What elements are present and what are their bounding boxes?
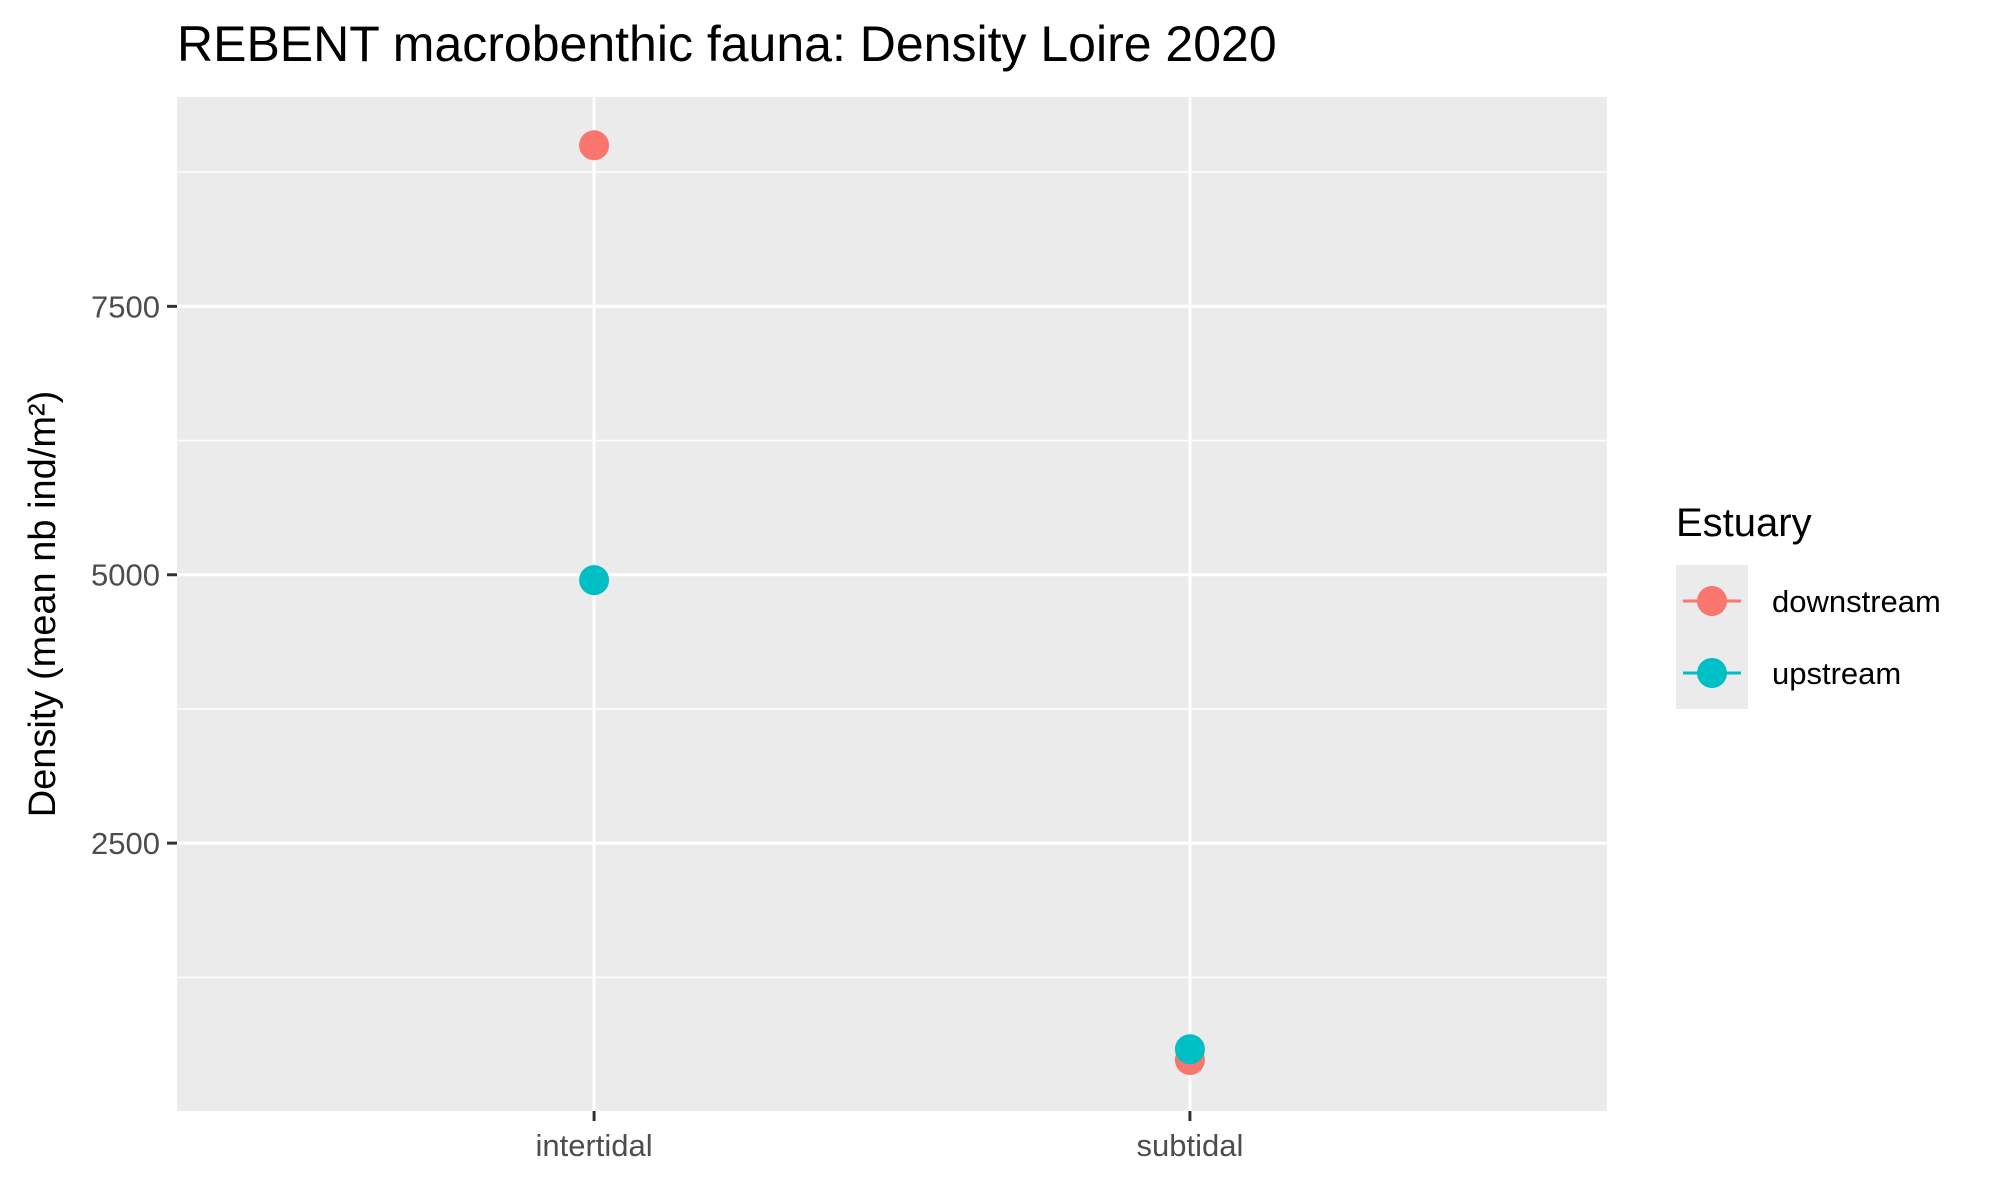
x-tick-label: subtidal	[1136, 1128, 1243, 1163]
legend-key-point	[1697, 586, 1727, 616]
chart-title: REBENT macrobenthic fauna: Density Loire…	[177, 16, 1277, 72]
data-point-downstream-intertidal	[579, 130, 610, 161]
legend-title: Estuary	[1676, 501, 1812, 545]
grid-minor	[177, 171, 1607, 979]
y-tick-label: 2500	[91, 826, 160, 861]
legend-item-upstream: upstream	[1683, 656, 1901, 691]
legend: Estuary downstream upstream	[1676, 501, 1941, 709]
data-points	[579, 130, 1205, 1076]
legend-label: upstream	[1772, 656, 1901, 691]
y-axis: 2500 5000 7500	[91, 289, 177, 861]
y-axis-label: Density (mean nb ind/m²)	[22, 391, 64, 818]
legend-item-downstream: downstream	[1683, 584, 1941, 619]
legend-key-point	[1697, 658, 1727, 688]
x-tick-label: intertidal	[535, 1128, 652, 1163]
data-point-upstream-intertidal	[579, 565, 610, 596]
y-tick-label: 7500	[91, 289, 160, 324]
grid-major	[177, 97, 1607, 1111]
plot-panel	[177, 97, 1607, 1111]
legend-label: downstream	[1772, 584, 1941, 619]
data-point-upstream-subtidal	[1174, 1034, 1205, 1065]
x-axis: intertidal subtidal	[535, 1111, 1243, 1163]
y-tick-label: 5000	[91, 558, 160, 593]
